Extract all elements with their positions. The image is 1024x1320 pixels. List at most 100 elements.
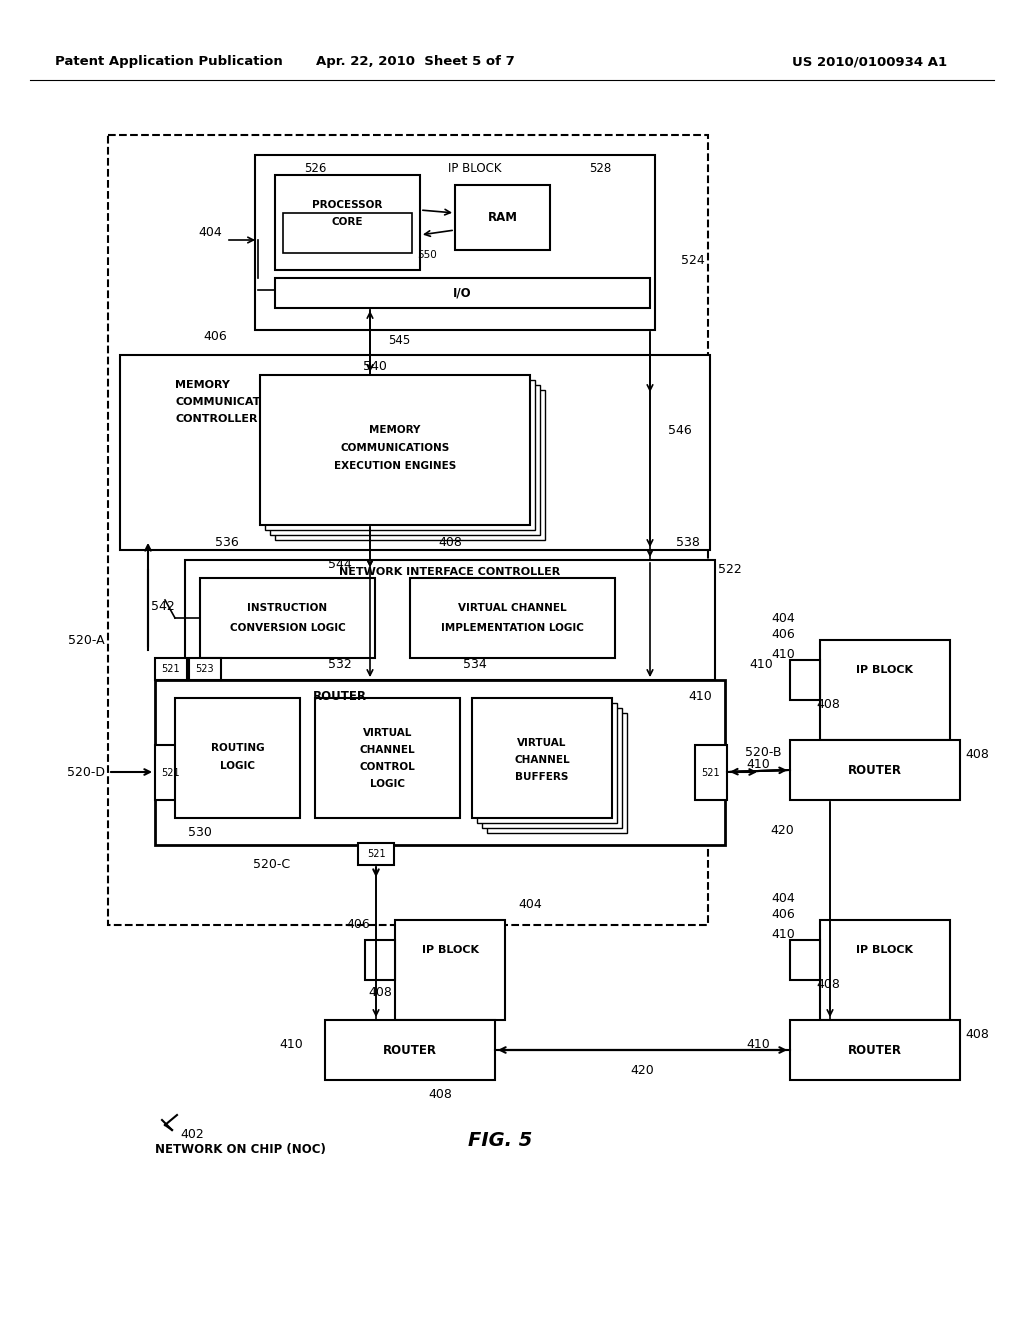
Bar — [358, 843, 394, 865]
Bar — [260, 375, 530, 525]
Text: 526: 526 — [304, 162, 327, 176]
Text: 410: 410 — [746, 1039, 770, 1052]
Text: NETWORK ON CHIP (NOC): NETWORK ON CHIP (NOC) — [155, 1143, 326, 1156]
Bar — [790, 741, 961, 800]
Text: 408: 408 — [816, 698, 840, 711]
Text: 408: 408 — [816, 978, 840, 991]
Text: MEMORY: MEMORY — [370, 425, 421, 436]
Text: 410: 410 — [688, 689, 712, 702]
Text: LOGIC: LOGIC — [370, 779, 406, 789]
Text: 520-D: 520-D — [67, 766, 105, 779]
Text: 520-A: 520-A — [69, 634, 105, 647]
Text: 420: 420 — [770, 824, 794, 837]
Text: ROUTER: ROUTER — [848, 1044, 902, 1056]
Bar — [275, 279, 650, 308]
Bar — [275, 389, 545, 540]
Bar — [482, 708, 622, 828]
Text: RAM: RAM — [487, 211, 517, 224]
Text: 410: 410 — [750, 659, 773, 672]
Text: 542: 542 — [152, 601, 175, 614]
Text: Apr. 22, 2010  Sheet 5 of 7: Apr. 22, 2010 Sheet 5 of 7 — [315, 55, 514, 69]
Text: 410: 410 — [280, 1039, 303, 1052]
Text: 545: 545 — [388, 334, 411, 346]
Text: US 2010/0100934 A1: US 2010/0100934 A1 — [793, 55, 947, 69]
Text: EXECUTION ENGINES: EXECUTION ENGINES — [334, 461, 456, 471]
Text: 538: 538 — [676, 536, 700, 549]
Text: 406: 406 — [346, 919, 370, 932]
Text: 528: 528 — [589, 162, 611, 176]
Bar — [275, 176, 420, 271]
Text: FIG. 5: FIG. 5 — [468, 1130, 532, 1150]
Bar — [155, 680, 725, 845]
Text: ROUTER: ROUTER — [383, 1044, 437, 1056]
Text: VIRTUAL: VIRTUAL — [517, 738, 566, 748]
Bar — [365, 940, 395, 979]
Bar — [820, 920, 950, 1020]
Bar — [283, 213, 412, 253]
Text: 536: 536 — [215, 536, 239, 549]
Text: 521: 521 — [701, 767, 720, 777]
Text: 408: 408 — [368, 986, 392, 998]
Text: VIRTUAL CHANNEL: VIRTUAL CHANNEL — [458, 603, 567, 612]
Bar — [315, 698, 460, 818]
Bar — [325, 1020, 495, 1080]
Text: PROCESSOR: PROCESSOR — [312, 201, 383, 210]
Bar — [200, 578, 375, 657]
Bar — [790, 660, 820, 700]
Text: 410: 410 — [771, 928, 795, 941]
Text: INSTRUCTION: INSTRUCTION — [248, 603, 328, 612]
Bar — [175, 698, 300, 818]
Text: ROUTER: ROUTER — [848, 763, 902, 776]
Text: Patent Application Publication: Patent Application Publication — [55, 55, 283, 69]
Text: 404: 404 — [199, 226, 222, 239]
Text: IP BLOCK: IP BLOCK — [856, 665, 913, 675]
Text: 534: 534 — [463, 657, 486, 671]
Bar — [695, 744, 727, 800]
Text: ROUTER: ROUTER — [313, 689, 367, 702]
Text: ROUTING: ROUTING — [211, 743, 264, 752]
Text: 530: 530 — [188, 826, 212, 840]
Text: CHANNEL: CHANNEL — [514, 755, 569, 766]
Bar — [790, 1020, 961, 1080]
Text: 520-B: 520-B — [745, 746, 781, 759]
Bar — [472, 698, 612, 818]
Text: IP BLOCK: IP BLOCK — [422, 945, 478, 954]
Bar — [820, 640, 950, 741]
Bar — [270, 385, 540, 535]
Text: 408: 408 — [965, 1028, 989, 1041]
Bar — [155, 657, 187, 680]
Text: 406: 406 — [771, 908, 795, 921]
Text: CORE: CORE — [332, 216, 364, 227]
Text: 521: 521 — [367, 849, 385, 859]
Text: LOGIC: LOGIC — [220, 762, 255, 771]
Text: 402: 402 — [180, 1129, 204, 1142]
Text: 523: 523 — [196, 664, 214, 675]
Text: 408: 408 — [428, 1089, 452, 1101]
Text: 404: 404 — [771, 611, 795, 624]
Text: CONTROL: CONTROL — [359, 762, 416, 772]
Bar — [185, 560, 715, 680]
Bar — [395, 920, 505, 1020]
Text: NETWORK INTERFACE CONTROLLER: NETWORK INTERFACE CONTROLLER — [339, 568, 560, 577]
Bar — [189, 657, 221, 680]
Text: 544: 544 — [328, 558, 352, 572]
Text: COMMUNICATIONS: COMMUNICATIONS — [175, 397, 291, 407]
Text: CONVERSION LOGIC: CONVERSION LOGIC — [229, 623, 345, 634]
Text: 532: 532 — [328, 657, 352, 671]
Bar — [255, 154, 655, 330]
Bar — [410, 578, 615, 657]
Text: 520-C: 520-C — [253, 858, 290, 871]
Text: MEMORY: MEMORY — [175, 380, 229, 389]
Text: 406: 406 — [203, 330, 227, 343]
Text: IP BLOCK: IP BLOCK — [449, 162, 502, 176]
Text: 521: 521 — [162, 664, 180, 675]
Text: 408: 408 — [965, 748, 989, 762]
Text: 404: 404 — [518, 899, 542, 912]
Text: 521: 521 — [162, 767, 180, 777]
Bar — [477, 704, 617, 822]
Text: BUFFERS: BUFFERS — [515, 772, 568, 781]
Text: 408: 408 — [438, 536, 462, 549]
Text: VIRTUAL: VIRTUAL — [362, 729, 413, 738]
Text: 550: 550 — [417, 249, 437, 260]
Text: 406: 406 — [771, 628, 795, 642]
